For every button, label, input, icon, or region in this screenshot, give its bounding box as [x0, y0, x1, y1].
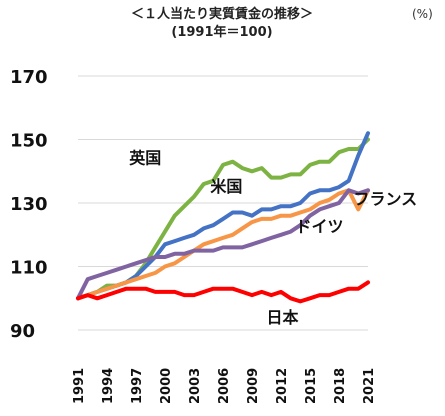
x-tick-label: 2009 [246, 368, 261, 404]
x-tick-label: 2012 [275, 368, 290, 404]
series-label-france: フランス [354, 190, 418, 209]
series-line-us [76, 131, 370, 301]
y-tick-label: 150 [10, 131, 48, 152]
x-axis-ticks: 1991 1994 1997 2000 2003 2006 2009 2012 2015 2018… [72, 368, 377, 404]
series-label-germany: ドイツ [296, 217, 344, 236]
x-tick-label: 2003 [188, 368, 203, 404]
x-tick-label: 2006 [217, 368, 232, 404]
y-tick-label: 130 [10, 194, 48, 215]
y-axis-ticks: 90 110 130 150 170 [10, 67, 48, 342]
y-tick-label: 90 [10, 321, 35, 342]
chart-title: ＜１人当たり実質賃金の推移＞ [131, 6, 313, 22]
x-tick-label: 2018 [333, 368, 348, 404]
y-tick-label: 110 [10, 258, 48, 279]
series-line-germany [76, 188, 370, 301]
series-label-uk: 英国 [128, 148, 161, 167]
x-tick-label: 1994 [101, 368, 116, 404]
x-tick-label: 2021 [362, 368, 377, 404]
y-tick-label: 170 [10, 67, 48, 88]
series-lines [76, 131, 370, 304]
x-tick-label: 1991 [72, 368, 87, 404]
chart-subtitle: (1991年＝100) [171, 24, 272, 40]
series-label-japan: 日本 [267, 308, 299, 327]
series-label-us: 米国 [210, 177, 242, 196]
series-line-japan [76, 280, 370, 304]
x-tick-label: 1997 [130, 368, 145, 404]
series-line-france [76, 188, 370, 301]
x-tick-label: 2015 [304, 368, 319, 404]
unit-label: (%) [412, 7, 433, 21]
x-tick-label: 2000 [159, 368, 174, 404]
